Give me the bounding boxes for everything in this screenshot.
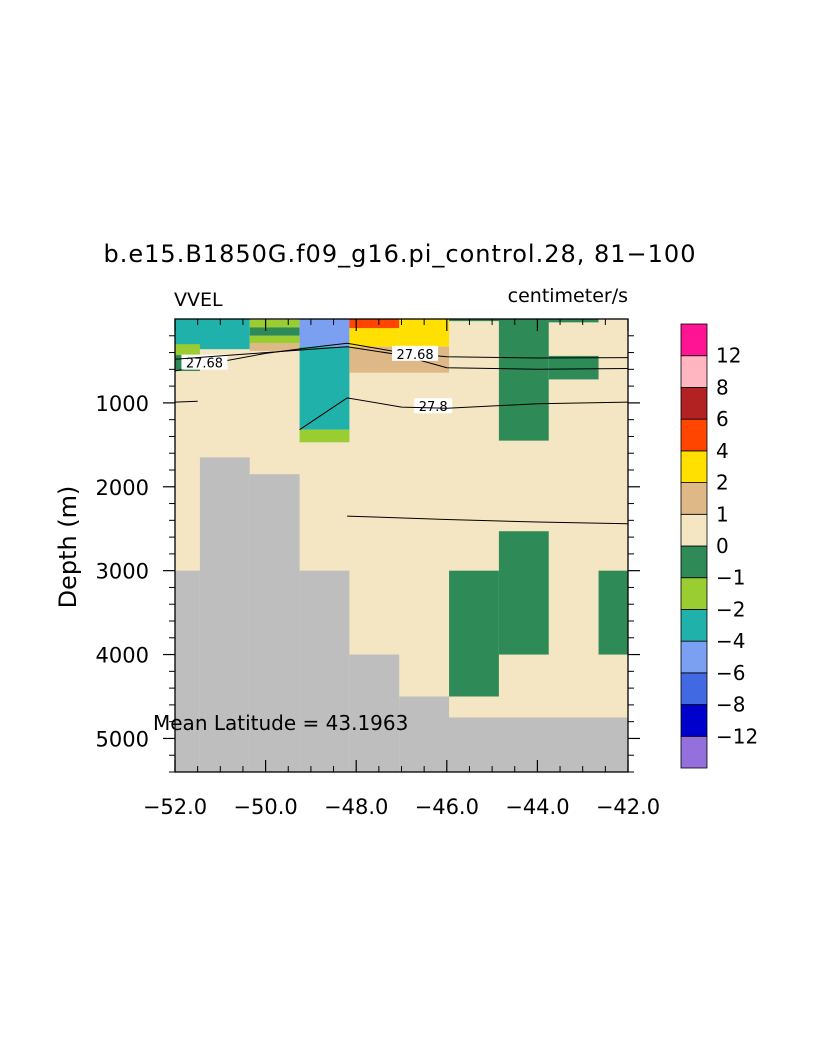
- contour-line-0: [174, 342, 629, 372]
- data-cell-16: [498, 319, 549, 441]
- colorbar: 12 8 6 4 2 1 0 −1 −2 −4 −6 −8 −12: [680, 323, 758, 769]
- contour-label-0: 27.68: [186, 357, 223, 372]
- contour-line-3: [299, 397, 629, 431]
- x-tick-label: −46.0: [415, 795, 479, 819]
- colorbar-label: −4: [716, 629, 745, 653]
- data-cell-17: [548, 355, 599, 380]
- land-cell-3: [299, 570, 350, 772]
- y-axis-ticks: 1000 2000 3000 4000 5000: [96, 335, 640, 773]
- data-cell-19: [449, 570, 499, 697]
- land-cell-2: [249, 474, 300, 772]
- colorbar-box-7: [680, 513, 708, 547]
- colorbar-box-5: [680, 577, 708, 610]
- contour-line-2: [174, 400, 198, 403]
- land-mask: [175, 457, 628, 772]
- colorbar-label: −6: [716, 661, 745, 685]
- colorbar-box-9: [680, 450, 708, 483]
- colorbar-label: −2: [716, 597, 745, 621]
- colorbar-box-2: [680, 672, 708, 705]
- land-cell-4: [349, 654, 400, 772]
- land-cell-0: [175, 570, 200, 772]
- data-cell-4: [249, 327, 300, 336]
- data-cell-20: [598, 570, 628, 655]
- data-cell-7: [299, 319, 350, 347]
- contour-label-1: 27.68: [396, 348, 433, 363]
- data-cell-9: [299, 429, 350, 443]
- colorbar-box-11: [680, 387, 708, 420]
- colorbar-box-10: [680, 418, 708, 452]
- colorbar-box-4: [680, 609, 708, 642]
- colorbar-label: 4: [716, 439, 729, 463]
- x-tick-label: −44.0: [505, 795, 569, 819]
- data-cell-5: [249, 335, 300, 344]
- data-cell-6: [249, 343, 300, 351]
- contour-line-4: [347, 515, 629, 525]
- data-cell-1: [175, 344, 200, 356]
- x-tick-label: −48.0: [324, 795, 388, 819]
- land-cell-1: [199, 457, 250, 772]
- colorbar-box-3: [680, 640, 708, 674]
- colorbar-label: −12: [716, 724, 758, 748]
- colorbar-box-13: [680, 323, 708, 357]
- colorbar-label: 1: [716, 502, 729, 526]
- data-cell-12: [349, 328, 400, 347]
- contour-label-box-1: [392, 345, 439, 361]
- x-tick-label: −42.0: [596, 795, 660, 819]
- data-cell-15: [548, 319, 599, 323]
- right-string: centimeter/s: [508, 285, 628, 307]
- colorbar-box-6: [680, 545, 708, 579]
- data-cell-3: [249, 319, 300, 328]
- x-tick-label: −50.0: [233, 795, 297, 819]
- colorbar-label: 0: [716, 534, 729, 558]
- colorbar-label: 12: [716, 344, 741, 368]
- colorbar-box-12: [680, 355, 708, 388]
- x-axis-ticks: −52.0 −50.0 −48.0 −46.0 −44.0 −42.0: [143, 319, 660, 819]
- contour-line-1: [174, 346, 629, 370]
- contour-label-box-2: [414, 398, 453, 414]
- y-tick-label: 2000: [96, 476, 149, 500]
- colorbar-label: −8: [716, 693, 745, 717]
- y-tick-label: 5000: [96, 727, 149, 751]
- data-cell-10: [349, 319, 400, 329]
- data-cells: [175, 319, 628, 697]
- x-tick-label: −52.0: [143, 795, 207, 819]
- colorbar-label: −1: [716, 566, 745, 590]
- data-cell-18: [498, 531, 549, 655]
- data-cell-8: [299, 346, 350, 430]
- mean-latitude-annotation: Mean Latitude = 43.1963: [153, 711, 408, 735]
- land-cell-5: [399, 696, 450, 772]
- chart-title: b.e15.B1850G.f09_g16.pi_control.28, 81−1…: [104, 240, 697, 268]
- colorbar-box-0: [680, 735, 708, 769]
- y-tick-label: 1000: [96, 392, 149, 416]
- left-string: VVEL: [174, 289, 223, 311]
- colorbar-label: 6: [716, 407, 729, 431]
- y-axis-label: Depth (m): [54, 486, 82, 609]
- y-tick-label: 3000: [96, 560, 149, 584]
- colorbar-label: 2: [716, 471, 729, 495]
- y-tick-label: 4000: [96, 644, 149, 668]
- land-cell-6: [449, 717, 628, 772]
- colorbar-box-1: [680, 704, 708, 737]
- colorbar-box-8: [680, 482, 708, 515]
- colorbar-label: 8: [716, 375, 729, 399]
